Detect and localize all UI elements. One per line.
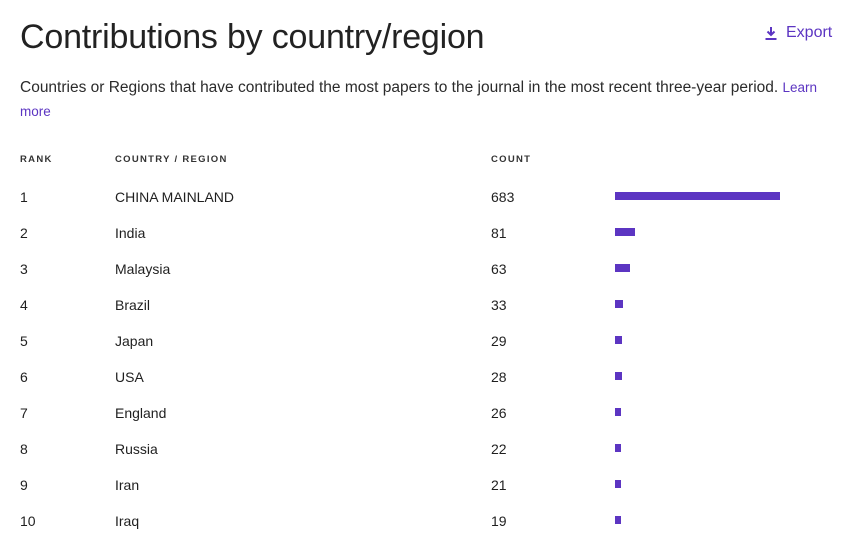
table-row: 7 England 26 — [20, 402, 820, 438]
count-bar — [615, 408, 621, 416]
table-row: 4 Brazil 33 — [20, 294, 820, 330]
table-row: 9 Iran 21 — [20, 474, 820, 510]
rank-cell: 3 — [20, 261, 28, 277]
count-cell: 28 — [491, 369, 507, 385]
table-row: 8 Russia 22 — [20, 438, 820, 474]
rank-cell: 9 — [20, 477, 28, 493]
rank-cell: 7 — [20, 405, 28, 421]
country-cell: USA — [115, 369, 144, 385]
count-bar — [615, 192, 780, 200]
count-cell: 683 — [491, 189, 515, 205]
description-text: Countries or Regions that have contribut… — [20, 79, 779, 96]
column-header-country: COUNTRY / REGION — [115, 154, 228, 165]
count-bar — [615, 300, 623, 308]
export-button[interactable]: Export — [765, 24, 832, 42]
count-cell: 33 — [491, 297, 507, 313]
column-header-count: COUNT — [491, 154, 532, 165]
rank-cell: 4 — [20, 297, 28, 313]
page-title: Contributions by country/region — [20, 18, 485, 56]
export-label: Export — [786, 24, 833, 41]
table-row: 3 Malaysia 63 — [20, 258, 820, 294]
country-cell: Malaysia — [115, 261, 171, 277]
count-bar — [615, 444, 621, 452]
count-cell: 63 — [491, 261, 507, 277]
rank-cell: 5 — [20, 333, 28, 349]
table-row: 5 Japan 29 — [20, 330, 820, 366]
table-row: 2 India 81 — [20, 222, 820, 258]
rank-cell: 1 — [20, 189, 28, 205]
count-bar — [615, 480, 621, 488]
country-cell: Japan — [115, 333, 154, 349]
count-cell: 19 — [491, 513, 507, 529]
rank-cell: 2 — [20, 225, 28, 241]
rank-cell: 6 — [20, 369, 28, 385]
rank-cell: 8 — [20, 441, 28, 457]
count-bar — [615, 372, 622, 380]
table-row: 1 CHINA MAINLAND 683 — [20, 186, 820, 222]
download-icon — [765, 26, 777, 40]
column-header-rank: RANK — [20, 154, 53, 165]
country-cell: CHINA MAINLAND — [115, 189, 235, 205]
count-bar — [615, 336, 622, 344]
count-bar — [615, 228, 635, 236]
count-cell: 81 — [491, 225, 507, 241]
country-cell: Iran — [115, 477, 140, 493]
count-cell: 22 — [491, 441, 507, 457]
rank-cell: 10 — [20, 513, 36, 529]
count-cell: 29 — [491, 333, 507, 349]
count-cell: 21 — [491, 477, 507, 493]
country-cell: India — [115, 225, 146, 241]
country-cell: Iraq — [115, 513, 140, 529]
description: Countries or Regions that have contribut… — [20, 76, 825, 124]
count-bar — [615, 264, 630, 272]
country-cell: Russia — [115, 441, 158, 457]
learn-more-link[interactable]: Learn more — [20, 80, 818, 119]
country-cell: England — [115, 405, 167, 421]
count-cell: 26 — [491, 405, 507, 421]
country-cell: Brazil — [115, 297, 151, 313]
count-bar — [615, 516, 621, 524]
table-row: 6 USA 28 — [20, 366, 820, 402]
table-row: 10 Iraq 19 — [20, 510, 820, 546]
